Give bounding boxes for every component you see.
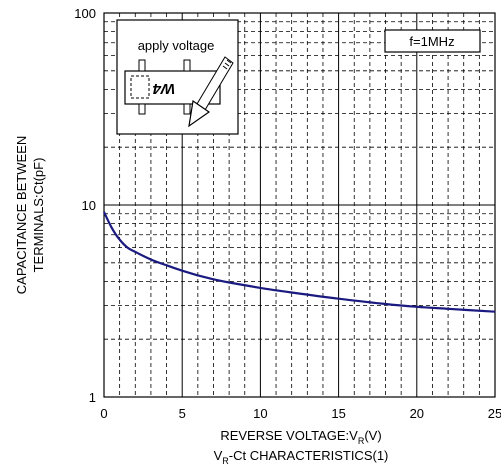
package-lead (183, 59, 191, 72)
inset-diagram: apply voltage W4 (116, 19, 239, 135)
y-tick-label: 1 (89, 390, 96, 405)
x-tick-label: 10 (253, 406, 267, 421)
package-lead (138, 103, 146, 115)
y-axis-label-line1: CAPACITANCE BETWEEN (14, 136, 29, 294)
probe-arrow-icon (188, 56, 234, 128)
condition-label: f=1MHz (409, 34, 454, 49)
x-tick-label: 25 (488, 406, 501, 421)
package-lead (183, 103, 191, 115)
x-tick-label: 5 (179, 406, 186, 421)
package-lead (138, 59, 146, 72)
tick-labels: 0 5 10 15 20 25 1 10 100 (74, 6, 501, 421)
x-axis-label: REVERSE VOLTAGE:VR(V) (220, 428, 381, 446)
x-tick-label: 20 (410, 406, 424, 421)
y-tick-label: 10 (82, 198, 96, 213)
x-tick-label: 15 (331, 406, 345, 421)
condition-box: f=1MHz (384, 29, 481, 53)
package-body (124, 70, 221, 105)
y-axis-label-line2: TERMINALS:Ct(pF) (31, 158, 46, 273)
inset-label: apply voltage (138, 38, 215, 53)
package-marking: W4 (152, 80, 175, 97)
series-line-capacitance (103, 211, 496, 313)
y-tick-label: 100 (74, 6, 96, 21)
plot-frame (103, 12, 496, 398)
chart-caption: VR-Ct CHARACTERISTICS(1) (214, 448, 389, 466)
x-tick-label: 0 (100, 406, 107, 421)
